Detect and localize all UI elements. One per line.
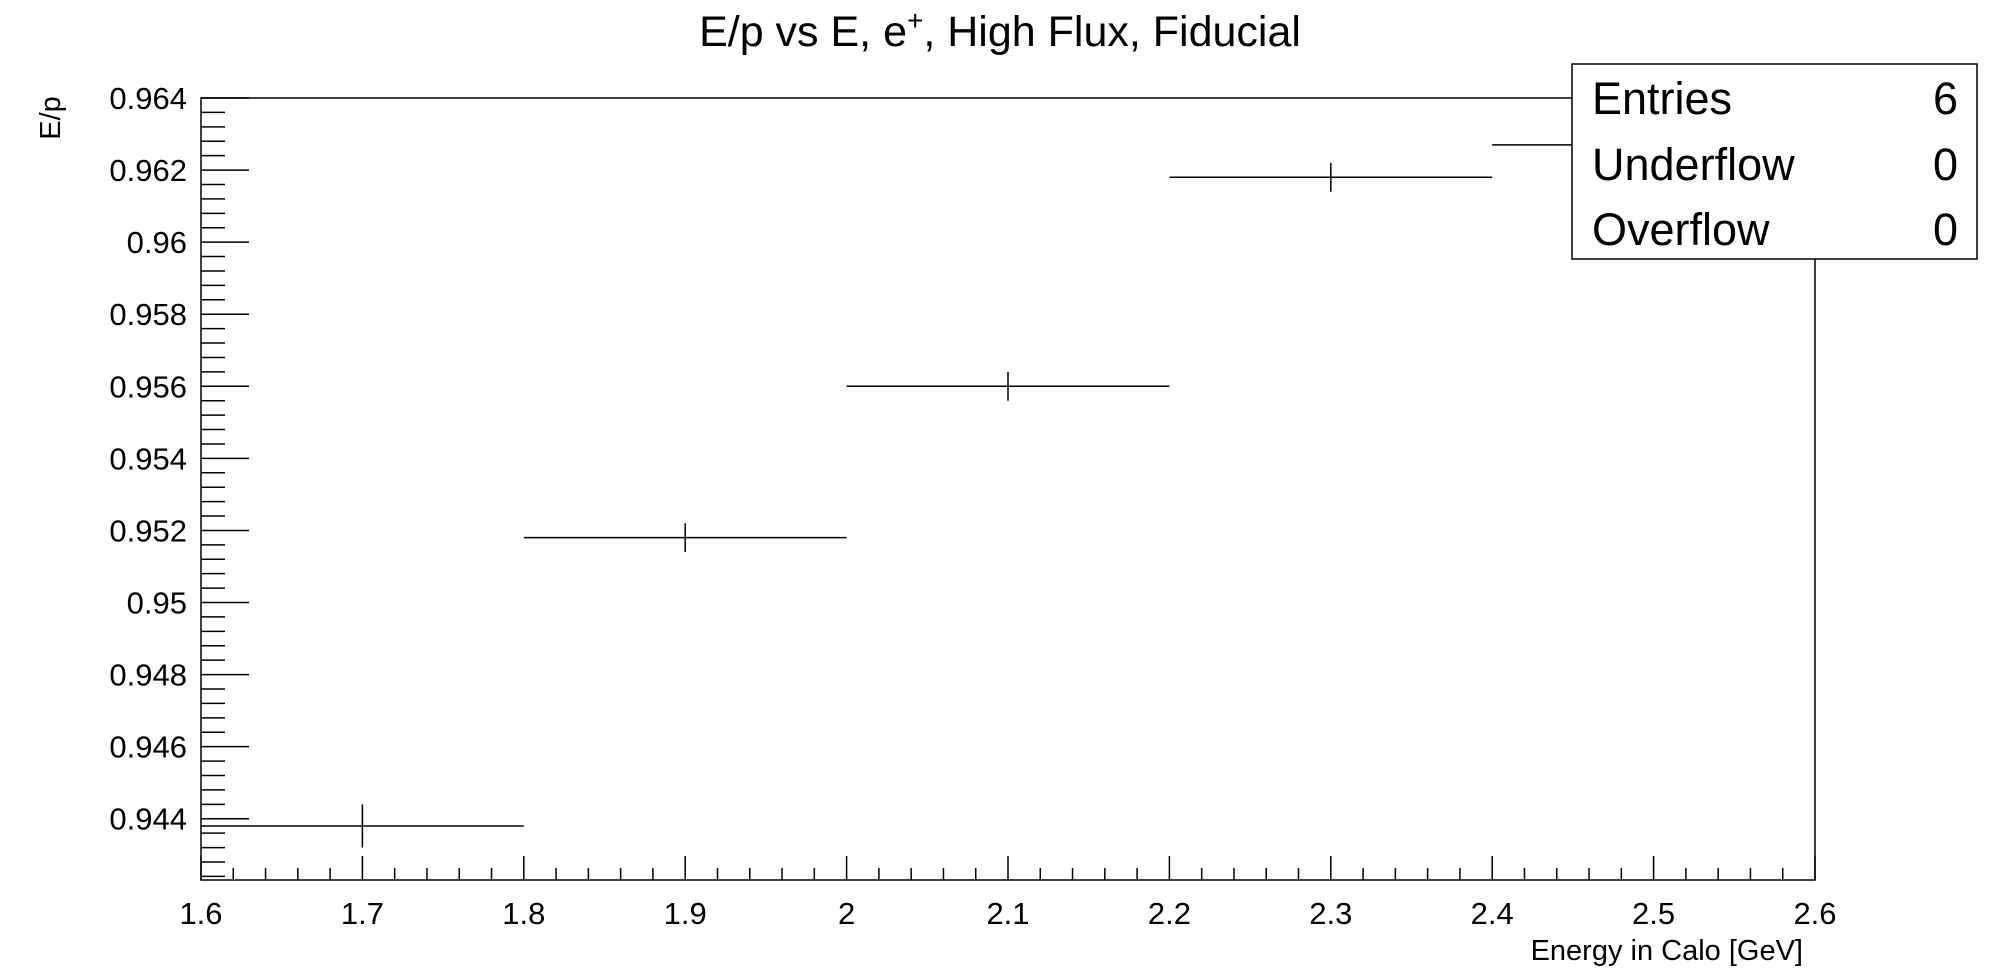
- y-tick-label: 0.946: [109, 730, 187, 765]
- stats-box: Entries 6 Underflow 0 Overflow 0: [1571, 63, 1978, 260]
- stats-box-frame: [1571, 63, 1978, 260]
- x-axis-title: Energy in Calo [GeV]: [1531, 935, 1803, 967]
- x-axis: 1.6 1.7 1.8 1.9 2 2.1 2.2 2.3 2.4 2.5 2.6: [179, 856, 1837, 931]
- title-rest: , High Flux, Fiducial: [923, 8, 1301, 56]
- chart-title: E/p vs E, e+, High Flux, Fiducial: [699, 5, 1301, 56]
- y-tick-label: 0.952: [109, 513, 187, 548]
- stats-overflow-label: Overflow: [1592, 204, 1770, 255]
- data-point: [523, 523, 847, 553]
- x-tick-label: 2.5: [1632, 896, 1675, 931]
- x-tick-label: 2.3: [1309, 896, 1352, 931]
- y-tick-label: 0.96: [127, 225, 187, 260]
- stats-overflow-value: 0: [1933, 204, 1958, 255]
- y-tick-label: 0.958: [109, 297, 187, 332]
- y-tick-label: 0.964: [109, 81, 187, 116]
- x-tick-label: 1.9: [664, 896, 707, 931]
- y-tick-label: 0.962: [109, 153, 187, 188]
- x-tick-label: 2.4: [1471, 896, 1514, 931]
- y-axis-title: E/p: [35, 96, 67, 140]
- x-tick-label: 2: [838, 896, 855, 931]
- y-tick-label: 0.95: [127, 586, 187, 621]
- data-point: [846, 371, 1170, 401]
- y-tick-label: 0.956: [109, 369, 187, 404]
- y-tick-label: 0.954: [109, 441, 187, 476]
- y-tick-label: 0.944: [109, 802, 187, 837]
- x-tick-label: 2.6: [1793, 896, 1836, 931]
- stats-entries-label: Entries: [1592, 73, 1732, 124]
- stats-underflow-label: Underflow: [1592, 139, 1795, 190]
- x-tick-label: 2.1: [986, 896, 1029, 931]
- x-tick-label: 2.2: [1148, 896, 1191, 931]
- stats-underflow-value: 0: [1933, 139, 1958, 190]
- stats-entries-value: 6: [1933, 73, 1958, 124]
- x-tick-label: 1.8: [502, 896, 545, 931]
- x-tick-label: 1.6: [179, 896, 222, 931]
- data-point: [1169, 162, 1493, 192]
- title-superscript: +: [907, 5, 923, 36]
- y-axis: 0.944 0.946 0.948 0.95 0.952 0.954 0.956 0.958 0…: [109, 81, 249, 878]
- x-tick-label: 1.7: [341, 896, 384, 931]
- y-tick-label: 0.948: [109, 658, 187, 693]
- data-point: [201, 804, 524, 848]
